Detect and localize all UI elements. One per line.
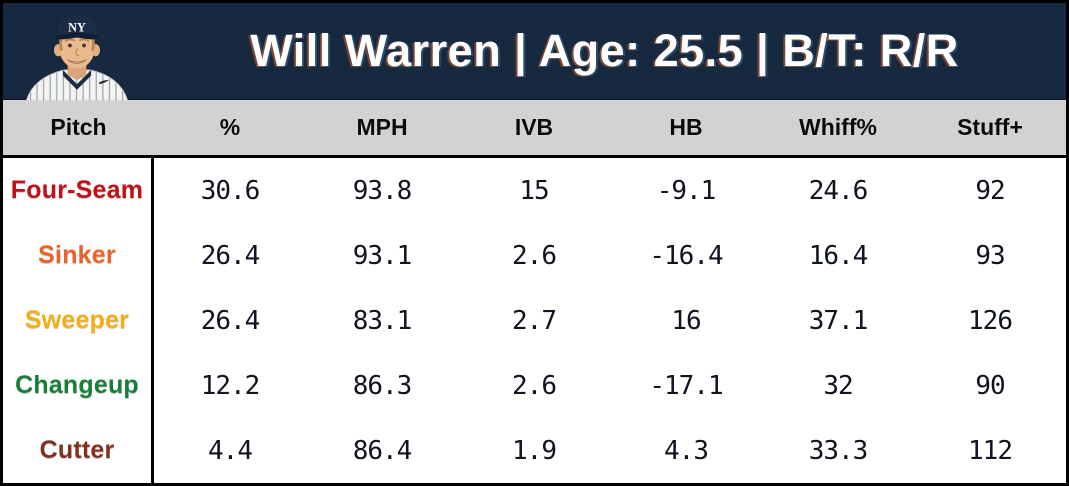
hb-value: -16.4 (649, 240, 723, 271)
stuff-value: 126 (968, 305, 1013, 336)
column-header-stuff: Stuff+ (957, 114, 1023, 140)
mph-value: 93.8 (352, 175, 413, 206)
pitch-label: Sinker (3, 223, 154, 288)
stuff-value: 92 (975, 175, 1005, 206)
whiff-value: 24.6 (808, 175, 869, 206)
table-row-changeup: Changeup 12.2 86.3 2.6 -17.1 32 90 (3, 353, 1066, 418)
ivb-value: 2.6 (512, 370, 557, 401)
player-headshot-illustration: NY (25, 15, 129, 101)
ivb-value: 2.6 (512, 240, 557, 271)
mph-value: 86.3 (352, 370, 413, 401)
usage-value: 30.6 (200, 175, 261, 206)
table-row-four-seam: Four-Seam 30.6 93.8 15 -9.1 24.6 92 (3, 158, 1066, 223)
hb-value: 16 (671, 305, 701, 336)
table-row-sinker: Sinker 26.4 93.1 2.6 -16.4 16.4 93 (3, 223, 1066, 288)
hb-value: -9.1 (656, 175, 717, 206)
table-row-sweeper: Sweeper 26.4 83.1 2.7 16 37.1 126 (3, 288, 1066, 353)
column-header-pitch: Pitch (50, 114, 107, 140)
table-row-cutter: Cutter 4.4 86.4 1.9 4.3 33.3 112 (3, 418, 1066, 483)
usage-value: 26.4 (200, 240, 261, 271)
usage-value: 4.4 (208, 435, 253, 466)
ivb-value: 15 (519, 175, 549, 206)
page-title: Will Warren | Age: 25.5 | B/T: R/R (250, 25, 959, 76)
pitch-label: Four-Seam (3, 158, 154, 223)
pitch-label: Sweeper (3, 288, 154, 353)
card-header: NY Will Warren | Age: 25.5 | B/T: R/R (3, 3, 1066, 101)
pitch-label: Cutter (3, 418, 154, 483)
column-header-mph: MPH (356, 114, 408, 140)
ivb-value: 2.7 (512, 305, 557, 336)
column-header-whiff: Whiff% (799, 114, 877, 140)
table-body: Four-Seam 30.6 93.8 15 -9.1 24.6 92 Sink… (3, 158, 1066, 483)
column-header-ivb: IVB (514, 114, 554, 140)
hb-value: 4.3 (664, 435, 709, 466)
ivb-value: 1.9 (512, 435, 557, 466)
mph-value: 86.4 (352, 435, 413, 466)
whiff-value: 16.4 (808, 240, 869, 271)
hb-value: -17.1 (649, 370, 723, 401)
usage-value: 26.4 (200, 305, 261, 336)
ny-logo: NY (68, 20, 86, 34)
usage-value: 12.2 (200, 370, 261, 401)
mph-value: 83.1 (352, 305, 413, 336)
column-header-usage: % (219, 114, 241, 140)
whiff-value: 33.3 (808, 435, 869, 466)
pitch-label: Changeup (3, 353, 154, 418)
whiff-value: 32 (823, 370, 853, 401)
column-header-hb: HB (669, 114, 703, 140)
stuff-value: 93 (975, 240, 1005, 271)
player-photo: NY (3, 3, 173, 101)
stuff-value: 90 (975, 370, 1005, 401)
stuff-value: 112 (968, 435, 1013, 466)
table-header-row: Pitch % MPH IVB HB Whiff% Stuff+ (3, 100, 1066, 158)
whiff-value: 37.1 (808, 305, 869, 336)
mph-value: 93.1 (352, 240, 413, 271)
